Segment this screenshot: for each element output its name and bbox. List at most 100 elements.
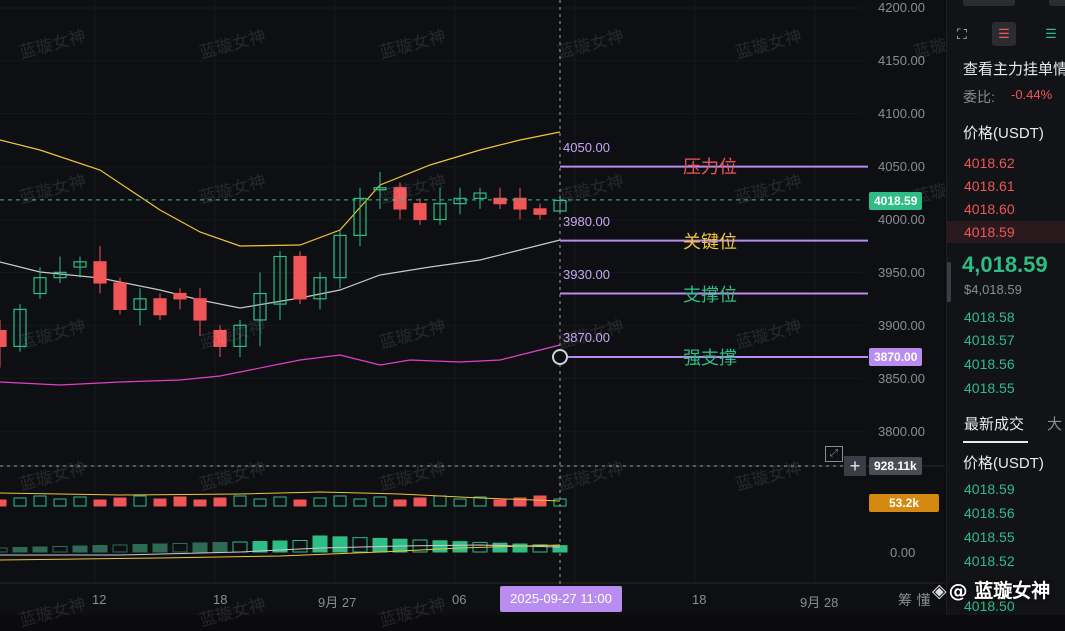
trade-price: 4018.59: [964, 481, 1015, 497]
orderbook-title[interactable]: 查看主力挂单情: [963, 61, 1065, 78]
level-name-strong-support: 强支撑: [683, 348, 737, 369]
candle-body: [393, 187, 407, 210]
footer-partial-text: 筹 懂: [898, 593, 931, 609]
volume-tag: 928.11k: [869, 457, 922, 475]
indicator-bar: [372, 537, 388, 553]
indicator-bar: [12, 547, 28, 553]
ask-price[interactable]: 4018.60: [964, 201, 1015, 217]
indicator-bar: [492, 542, 508, 553]
bid-price[interactable]: 4018.57: [964, 332, 1015, 348]
volume-bar: [13, 497, 27, 507]
top-button-left[interactable]: [963, 0, 1015, 6]
volume-bar: [433, 495, 447, 507]
candle-body: [373, 187, 387, 191]
crosshair-price-tag: 3870.00: [869, 348, 923, 366]
indicator-bar: [432, 540, 448, 553]
crosshair-time-tag: 2025-09-27 11:00: [500, 586, 622, 612]
volume-bar: [213, 497, 227, 507]
indicator-bar: [212, 542, 228, 553]
candle-body: [233, 324, 247, 347]
price-tick: 4050.00: [878, 159, 925, 174]
price-tick: 3850.00: [878, 371, 925, 386]
trade-price: 4018.50: [964, 598, 1015, 614]
volume-bar: [93, 499, 107, 507]
price-header: 价格(USDT): [963, 125, 1044, 142]
tab-large-trades[interactable]: 大: [1047, 416, 1063, 433]
volume-bar: [193, 499, 207, 507]
collapse-handle[interactable]: [947, 262, 951, 302]
indicator-bar: [172, 543, 188, 553]
volume-bar: [533, 495, 547, 507]
price-tick: 4150.00: [878, 53, 925, 68]
price-tick: 3900.00: [878, 318, 925, 333]
volume-ma-line: [0, 491, 561, 502]
trade-price: 4018.55: [964, 529, 1015, 545]
volume-bar: [393, 499, 407, 507]
candle-body: [453, 197, 467, 205]
volume-bar: [273, 496, 287, 507]
expand-icon[interactable]: ⤢: [825, 446, 843, 462]
level-name-support: 支撑位: [683, 285, 737, 306]
indicator-bar: [272, 540, 288, 553]
bid-price[interactable]: 4018.55: [964, 380, 1015, 396]
indicator-bar: [332, 536, 348, 553]
indicator-bar: [352, 537, 368, 553]
indicator-bar: [112, 544, 128, 553]
candle-body: [473, 192, 487, 199]
volume-bar: [473, 496, 487, 507]
indicator-bar: [512, 543, 528, 553]
tab-underline: [963, 441, 1028, 443]
level-value-support: 3930.00: [563, 267, 610, 282]
volume-bar: [173, 496, 187, 507]
indicator-bar: [452, 541, 468, 553]
indicator-bar: [292, 540, 308, 553]
trade-price: 4018.56: [964, 505, 1015, 521]
indicator-signal-line: [0, 544, 561, 561]
ask-price[interactable]: 4018.59: [964, 224, 1015, 240]
price-tick: 3950.00: [878, 265, 925, 280]
top-button-right[interactable]: [1049, 0, 1065, 6]
orderbook-mode-button-both[interactable]: ☰: [992, 22, 1016, 46]
time-tick: 18: [213, 592, 228, 607]
level-value-key: 3980.00: [563, 214, 610, 229]
bid-price[interactable]: 4018.56: [964, 356, 1015, 372]
candle-body: [153, 298, 167, 316]
indicator-bar: [552, 545, 568, 553]
candle-body: [333, 234, 347, 279]
volume-bar: [33, 495, 47, 507]
indicator-bar: [152, 543, 168, 553]
tab-latest-trades[interactable]: 最新成交: [964, 416, 1025, 433]
candle-body: [493, 197, 507, 205]
indicator-bar: [132, 544, 148, 553]
level-name-resistance: 压力位: [683, 157, 737, 178]
volume-bar: [253, 498, 267, 507]
volume-bar: [413, 497, 427, 507]
chart-area[interactable]: 蓝璇女神 蓝璇女神 蓝璇女神 蓝璇女神 蓝璇女神 蓝璇女神 蓝璇女神 蓝璇女神 …: [0, 0, 982, 631]
time-tick: 18: [692, 592, 707, 607]
candle-body: [273, 255, 287, 305]
brand-logo-icon: ◈: [932, 580, 947, 602]
indicator-bar: [92, 545, 108, 553]
candle-body: [253, 292, 267, 321]
ask-price[interactable]: 4018.62: [964, 155, 1015, 171]
indicator-bar: [52, 546, 68, 553]
candle-body: [293, 255, 307, 300]
last-price-usd: $4,018.59: [964, 282, 1022, 297]
volume-bar: [553, 498, 567, 507]
level-value-resistance: 4050.00: [563, 140, 610, 155]
indicator-bar: [312, 535, 328, 553]
orderbook-mode-button-bids[interactable]: ☰: [1045, 26, 1057, 41]
volume-bar: [133, 495, 147, 507]
volume-bar: [293, 499, 307, 507]
candle-body: [533, 208, 547, 215]
bid-price[interactable]: 4018.58: [964, 309, 1015, 325]
add-level-button[interactable]: +: [844, 456, 866, 476]
indicator-bar: [232, 541, 248, 553]
volume-bar: [333, 495, 347, 507]
ask-highlight: [947, 221, 1065, 243]
candlestick-chart[interactable]: [0, 0, 945, 615]
view-toggle-icon[interactable]: ⛶: [957, 26, 967, 42]
footer-brand: ◈ @ 蓝璇女神: [932, 576, 1050, 603]
ma-volume-tag: 53.2k: [869, 494, 939, 512]
ask-price[interactable]: 4018.61: [964, 178, 1015, 194]
